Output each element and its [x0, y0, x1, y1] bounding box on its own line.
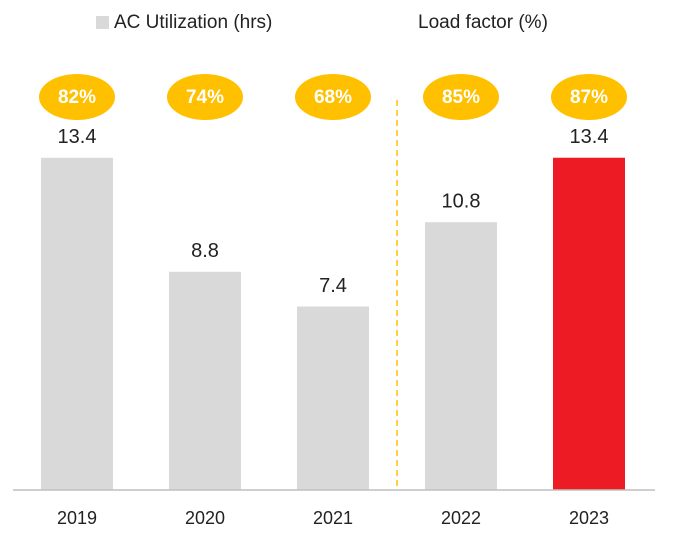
load-factor-label: 87%	[570, 87, 608, 108]
data-label: 13.4	[570, 126, 609, 148]
bar	[41, 157, 113, 490]
load-factor-badge	[39, 74, 115, 120]
load-factor-badge	[423, 74, 499, 120]
x-tick-label: 2022	[441, 508, 481, 528]
bar	[425, 222, 497, 490]
bar	[297, 306, 369, 490]
data-label: 13.4	[58, 126, 97, 148]
data-label: 8.8	[191, 240, 219, 262]
bar	[169, 271, 241, 490]
load-factor-badge	[167, 74, 243, 120]
load-factor-badge	[295, 74, 371, 120]
legend-label: AC Utilization (hrs)	[114, 12, 272, 33]
x-tick-label: 2023	[569, 508, 609, 528]
x-tick-label: 2019	[57, 508, 97, 528]
load-factor-label: 85%	[442, 87, 480, 108]
data-label: 7.4	[319, 275, 347, 297]
bar	[553, 157, 625, 490]
load-factor-badge	[551, 74, 627, 120]
data-label: 10.8	[442, 191, 481, 213]
legend-label: Load factor (%)	[418, 12, 548, 33]
x-tick-label: 2020	[185, 508, 225, 528]
x-tick-label: 2021	[313, 508, 353, 528]
load-factor-label: 74%	[186, 87, 224, 108]
load-factor-label: 68%	[314, 87, 352, 108]
load-factor-label: 82%	[58, 87, 96, 108]
legend-swatch	[96, 16, 109, 29]
